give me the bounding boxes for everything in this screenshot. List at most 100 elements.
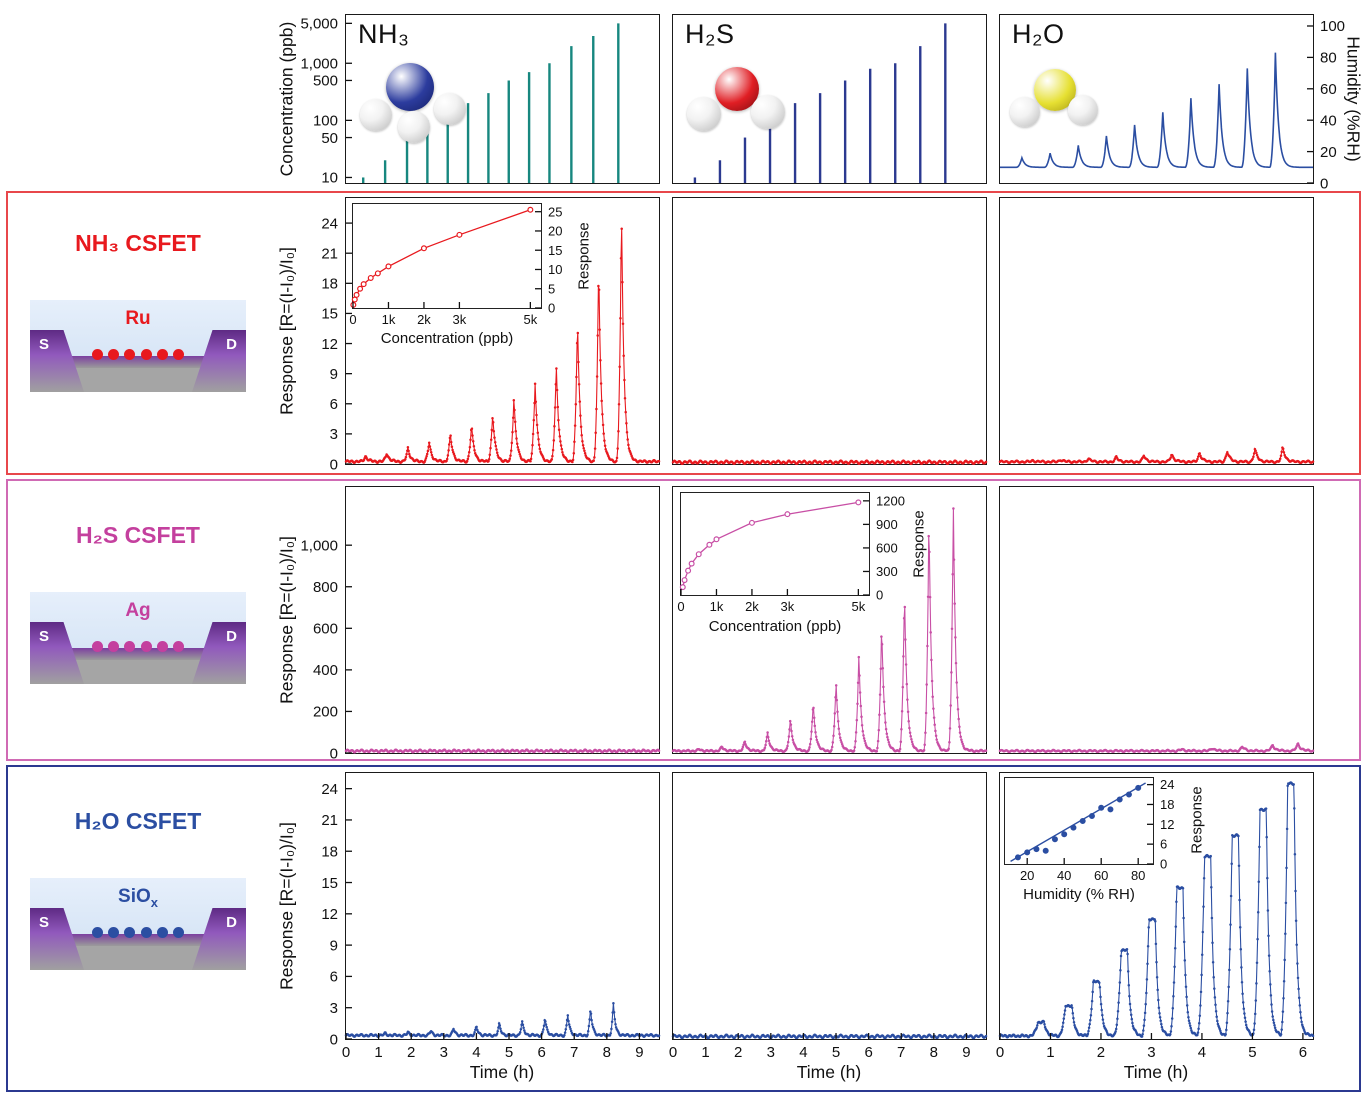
y-tick-label: 0 (330, 456, 338, 473)
atom-hydrogen (398, 111, 430, 143)
chart-inset-h2s-calibration: 0 300 600 900 1200 0 1k 2k 3k 5k (677, 493, 905, 614)
y-tick-label: 40 (1320, 112, 1337, 129)
inset-nh3-y-title: Response (575, 222, 593, 290)
atom-hydrogen (360, 99, 392, 131)
y-tick-label: 24 (321, 781, 338, 798)
catalyst-dot (140, 349, 152, 360)
x-tick-label: 1k (710, 599, 724, 614)
y-ticks: 0 20 40 60 80 100 (1307, 18, 1345, 192)
data-points (350, 206, 534, 308)
concentration-axis-label: Concentration (ppb) (276, 21, 297, 177)
molecule-h2s (687, 63, 797, 143)
y-tick-label: 12 (1160, 817, 1174, 832)
y-tick-label: 0 (330, 1031, 338, 1048)
catalyst-name: SiO (118, 886, 151, 907)
x-ticks: 0 1k 2k 3k 5k (677, 589, 866, 614)
y-ticks: 0 200 400 600 800 1,000 (300, 537, 352, 762)
catalyst-dot (92, 927, 103, 938)
chart-h2o-sensor-vs-h2s: 0 1 2 3 4 5 6 7 8 9 (669, 1033, 988, 1061)
data-points (998, 742, 1315, 754)
catalyst-dot (172, 927, 184, 938)
x-tick-label: 3 (440, 1044, 448, 1061)
data-points (344, 227, 661, 464)
row-box-nh3-csfet (6, 191, 1361, 475)
gas-title-h2s: H₂S (685, 19, 735, 49)
y-tick-label: 200 (313, 704, 338, 721)
catalyst-dot (124, 927, 136, 938)
pulse-bars (693, 23, 947, 183)
response-axis-label-row1: Response [R=(I-I₀)/I₀] (276, 247, 297, 415)
x-tick-label: 0 (996, 1044, 1004, 1061)
humidity-axis-label: Humidity (%RH) (1343, 36, 1364, 162)
x-tick-label: 9 (635, 1044, 643, 1061)
y-tick-label: 100 (313, 113, 338, 130)
atom-hydrogen (434, 93, 466, 125)
x-tick-label: 1 (701, 1044, 709, 1061)
catalyst-dot (156, 927, 168, 938)
y-tick-label: 5 (548, 281, 555, 296)
y-tick-label: 60 (1320, 81, 1337, 98)
panel-h2o-humidity: 0 20 40 60 80 100 H₂O (999, 14, 1345, 192)
y-tick-label: 10 (321, 170, 338, 187)
x-tick-label: 0 (677, 599, 684, 614)
y-tick-label: 21 (321, 812, 338, 829)
x-tick-label: 4 (472, 1044, 480, 1061)
y-tick-label: 400 (313, 662, 338, 679)
atom-hydrogen (751, 95, 785, 129)
y-tick-label: 3 (330, 426, 338, 443)
atom-center (715, 67, 759, 111)
x-tick-label: 2 (734, 1044, 742, 1061)
device-schematic-nh3-csfet: S D Ru (30, 300, 246, 392)
inset-h2s-x-title: Concentration (ppb) (708, 618, 842, 635)
x-tick-label: 3 (1147, 1044, 1155, 1061)
data-points (344, 748, 661, 754)
x-tick-label: 2 (407, 1044, 415, 1061)
time-axis-label-col3: Time (h) (1123, 1062, 1189, 1082)
drain-label: D (226, 628, 237, 645)
source-label: S (39, 336, 50, 353)
y-tick-label: 12 (321, 336, 338, 353)
data-points (998, 446, 1315, 465)
atom-nitrogen (386, 63, 434, 111)
molecule-nh3 (356, 57, 471, 152)
x-tick-label: 6 (864, 1044, 872, 1061)
row-label-nh3-csfet: NH₃ CSFET (75, 230, 201, 256)
x-tick-label: 3k (453, 312, 467, 327)
y-tick-label: 24 (1160, 777, 1174, 792)
y-tick-label: 1,000 (300, 537, 338, 554)
catalyst-dot (92, 641, 103, 652)
catalyst-sub: x (150, 894, 158, 910)
x-ticks: 20 40 60 80 (1020, 858, 1145, 883)
panel-h2s-sensor-vs-nh3: 0 200 400 600 800 1,000 (300, 486, 661, 762)
time-axis-label-col2: Time (h) (796, 1062, 862, 1082)
chart-h2s-concentration-pulses (693, 23, 947, 183)
catalyst-dot (124, 641, 136, 652)
catalyst-label: SiOx (30, 886, 246, 910)
y-tick-label: 600 (313, 621, 338, 638)
y-tick-label: 15 (548, 243, 562, 258)
y-tick-label: 0 (548, 301, 555, 316)
response-axis-label-row3: Response [R=(I-I₀)/I₀] (276, 822, 297, 990)
y-tick-label: 500 (313, 73, 338, 90)
atom-hydrogen (1068, 95, 1098, 125)
catalyst-dot (140, 927, 152, 938)
catalyst-dot (108, 349, 120, 360)
x-tick-label: 5 (1248, 1044, 1256, 1061)
x-tick-label: 2k (417, 312, 431, 327)
y-tick-label: 20 (548, 224, 562, 239)
catalyst-dot (156, 641, 168, 652)
y-ticks: 0 300 600 900 1200 (863, 493, 905, 603)
device-channel-layer (30, 648, 246, 660)
time-axis-label-col1: Time (h) (469, 1062, 535, 1082)
catalyst-name: Ag (125, 600, 151, 621)
y-tick-label: 5,000 (300, 16, 338, 33)
x-tick-label: 0 (342, 1044, 350, 1061)
x-tick-label: 0 (669, 1044, 677, 1061)
catalyst-dots (92, 927, 184, 938)
pulse-bars (362, 23, 620, 183)
atom-hydrogen (687, 97, 721, 131)
catalyst-dot (108, 927, 120, 938)
